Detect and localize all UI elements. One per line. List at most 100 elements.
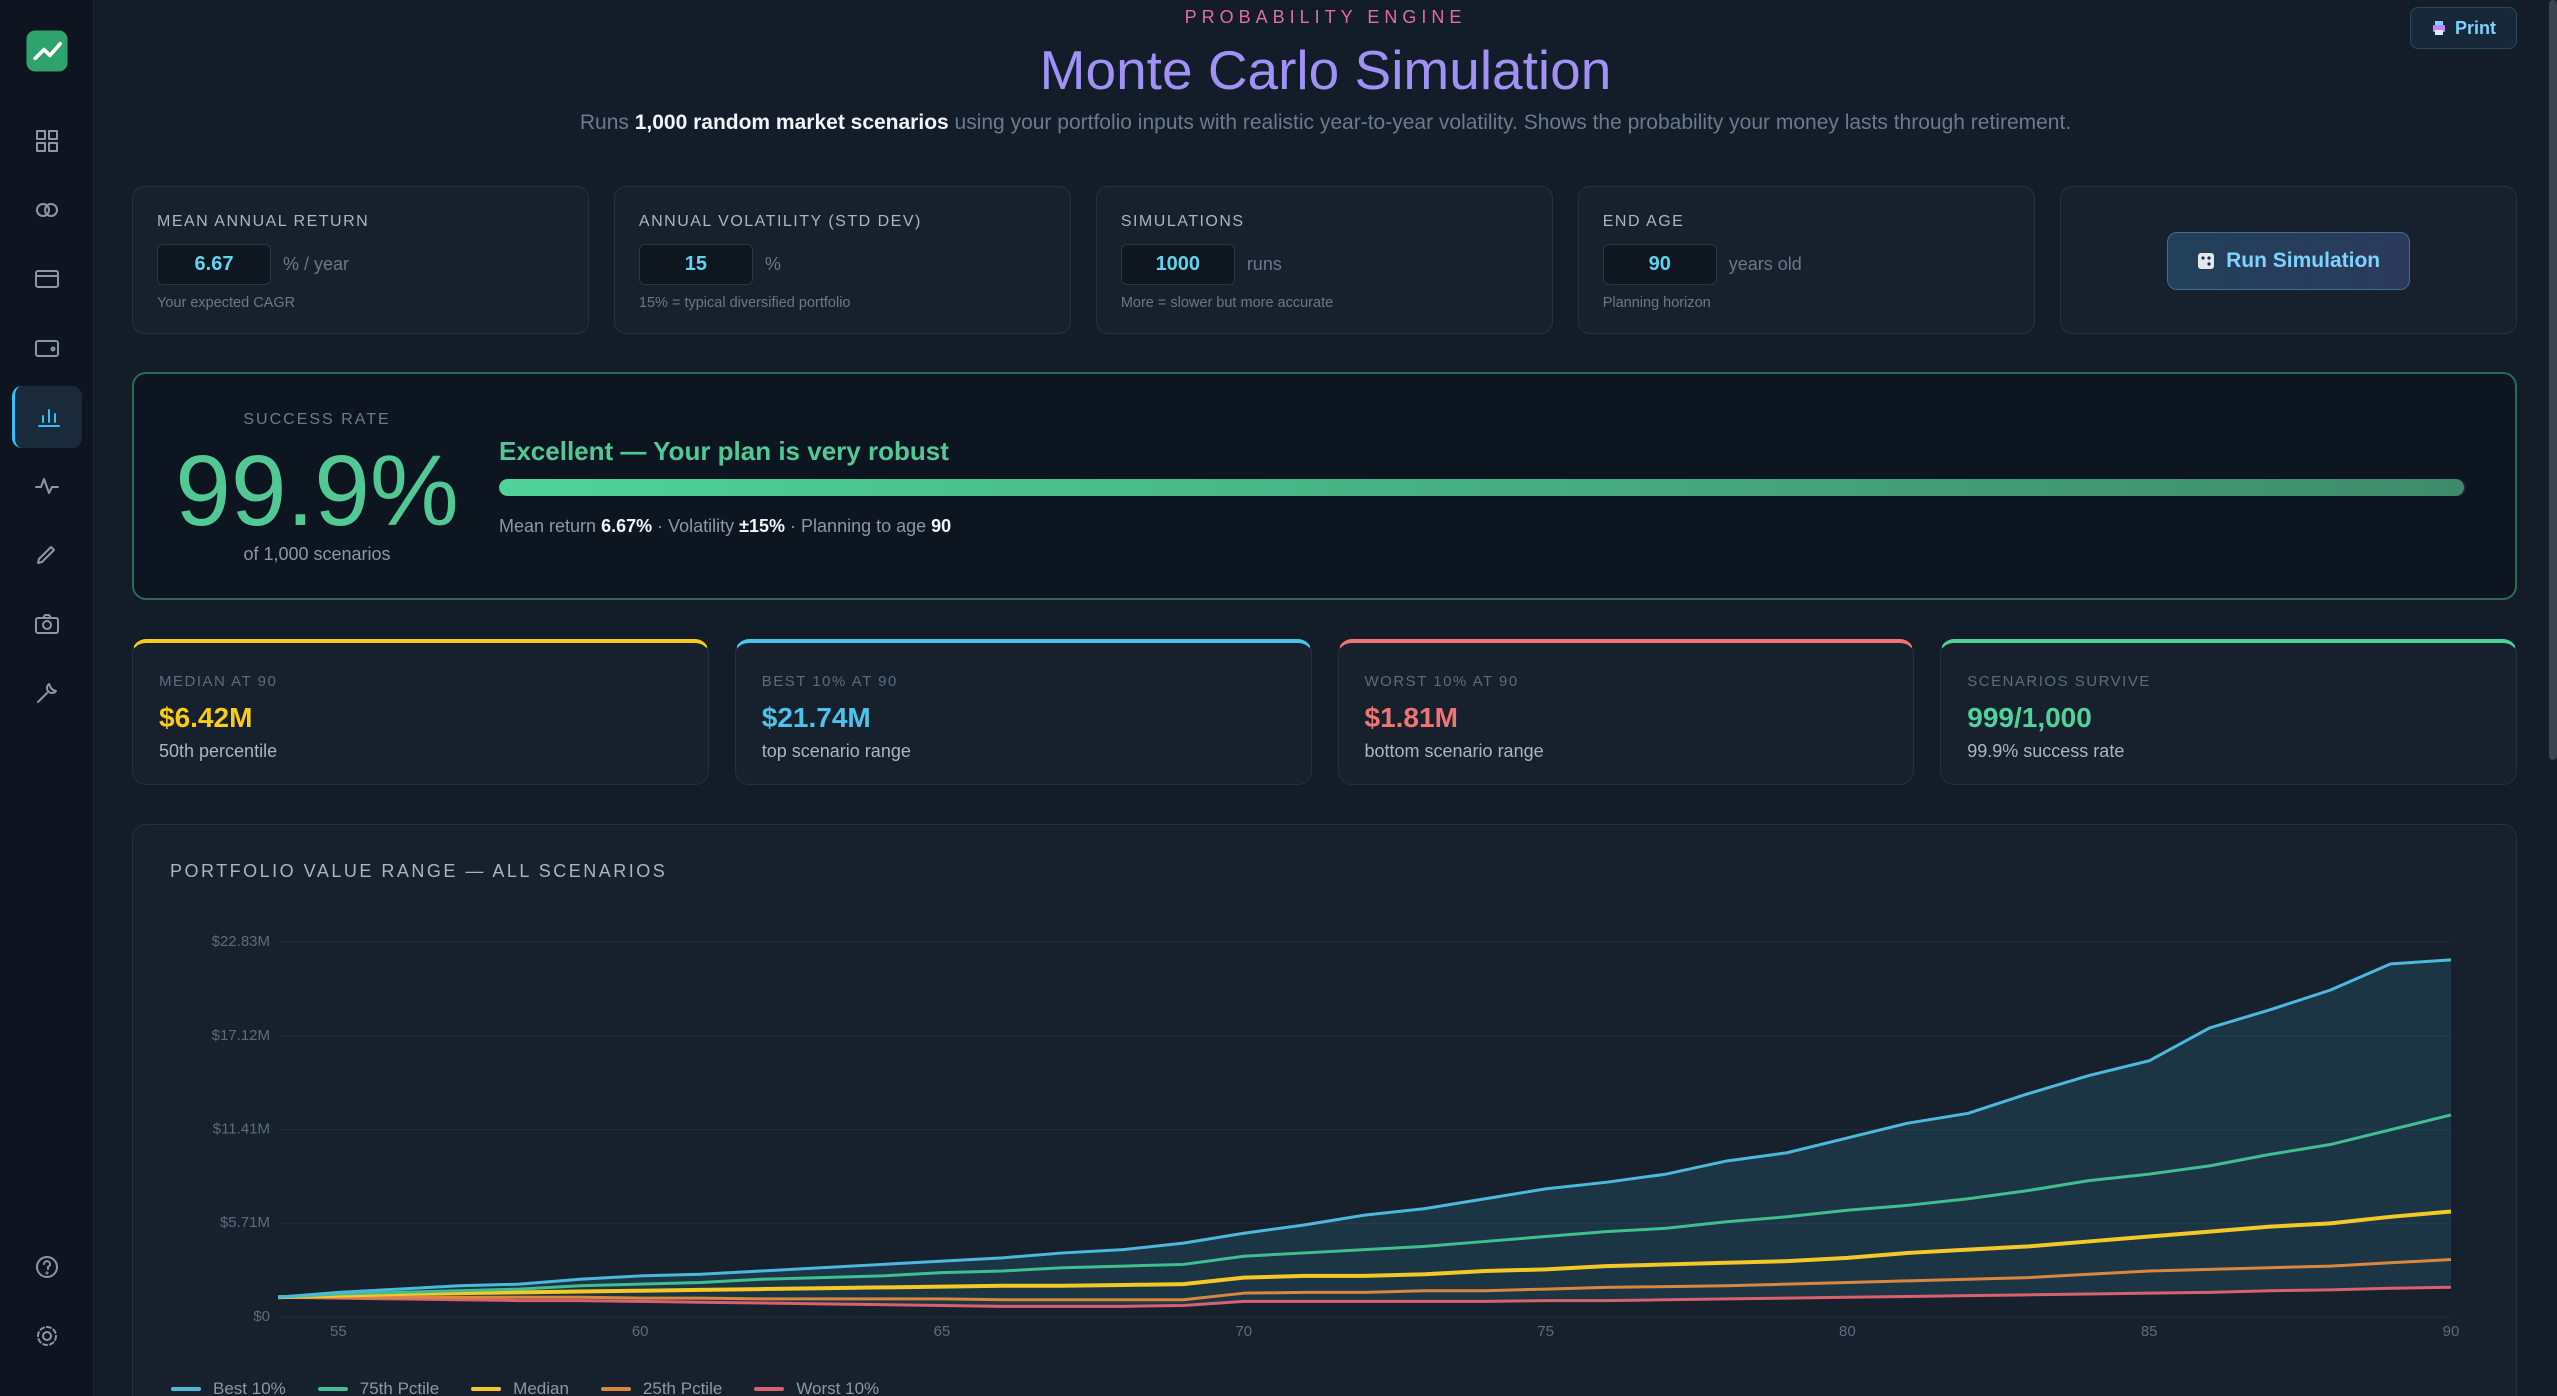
subtitle-text: using your portfolio inputs with realist…: [948, 111, 2072, 134]
legend-swatch: [171, 1387, 201, 1391]
logo[interactable]: [12, 20, 82, 82]
run-label: Run Simulation: [2226, 249, 2381, 272]
subtitle-bold: 1,000 random market scenarios: [634, 111, 949, 134]
y-tick-label: $0: [253, 1308, 270, 1325]
input-card: MEAN ANNUAL RETURN 6.67 % / year Your expec…: [132, 186, 590, 334]
input-field[interactable]: 1000: [1120, 244, 1235, 285]
stat-card: BEST 10% AT 90 $21.74M top scenario range: [734, 639, 1312, 785]
nav-simulation[interactable]: [12, 386, 82, 448]
legend-label: 75th Pctile: [359, 1379, 440, 1396]
stat-card: WORST 10% AT 90 $1.81M bottom scenario ran…: [1337, 639, 1915, 785]
chart: $0 $5.71M $11.41M $17.12M $22.83M 55 60 65 70 75 8…: [212, 933, 2460, 1340]
input-label: ANNUAL VOLATILITY (STD DEV): [638, 213, 922, 230]
stat-label: WORST 10% AT 90: [1364, 673, 1519, 690]
input-card: ANNUAL VOLATILITY (STD DEV) 15% 15% = typi…: [613, 186, 1072, 334]
scrollbar: [2549, 0, 2557, 760]
nav-tools[interactable]: [12, 523, 82, 585]
meta-part: · Volatility: [652, 516, 740, 536]
series-line: [278, 1258, 2452, 1302]
series-line: [277, 1113, 2452, 1299]
success-rate: 99.9%: [175, 435, 459, 547]
subtitle-text: Runs: [579, 111, 635, 134]
legend-swatch: [754, 1387, 785, 1391]
x-tick-label: 80: [1839, 1323, 1856, 1340]
x-tick-label: 55: [330, 1323, 347, 1340]
x-tick-label: 60: [632, 1323, 649, 1340]
input-hint: 15% = typical diversified portfolio: [638, 295, 851, 311]
input-label: SIMULATIONS: [1120, 213, 1245, 230]
input-unit: % / year: [283, 254, 350, 274]
page-title: Monte Carlo Simulation: [1039, 39, 1612, 101]
success-label: SUCCESS RATE: [243, 411, 391, 428]
stat-label: BEST 10% AT 90: [761, 673, 898, 690]
stat-label: MEDIAN AT 90: [159, 673, 278, 690]
meta-part: 90: [931, 516, 952, 536]
stat-value: $1.81M: [1364, 702, 1458, 733]
nav-help[interactable]: [12, 1236, 82, 1298]
nav-coins[interactable]: [12, 179, 82, 241]
legend-item[interactable]: 25th Pctile: [600, 1379, 723, 1396]
legend-item[interactable]: Median: [471, 1379, 569, 1396]
y-tick-label: $17.12M: [212, 1027, 270, 1044]
y-tick-label: $11.41M: [213, 1121, 270, 1138]
input-card: SIMULATIONS 1000 runs More = slower but mor…: [1095, 186, 1554, 334]
legend: Best 10% 75th Pctile Median 25th Pctile Wors…: [171, 1379, 879, 1396]
stat-card: MEDIAN AT 90 $6.42M 50th percentile: [132, 639, 709, 785]
progress-fill: [499, 479, 2465, 496]
input-hint: Your expected CAGR: [157, 295, 296, 311]
input-unit: runs: [1246, 254, 1282, 274]
range-area: [278, 959, 2451, 1307]
nav-camera[interactable]: [12, 593, 82, 655]
input-hint: Planning horizon: [1602, 295, 1711, 311]
nav-wallet[interactable]: [12, 317, 82, 379]
legend-item[interactable]: Worst 10%: [754, 1379, 879, 1396]
nav-cards[interactable]: [12, 248, 82, 310]
x-tick-label: 90: [2443, 1323, 2460, 1340]
series-line: [277, 1209, 2452, 1300]
meta-part: ±15%: [739, 516, 786, 536]
stat-card: SCENARIOS SURVIVE 999/1,000 99.9% success …: [1940, 639, 2517, 785]
stat-label: SCENARIOS SURVIVE: [1967, 673, 2151, 690]
nav-wrench[interactable]: [12, 662, 82, 724]
meta-line: Mean return 6.67% · Volatility ±15% · Pl…: [499, 516, 951, 537]
series-line: [277, 1285, 2452, 1308]
print-button[interactable]: Print: [2410, 7, 2517, 49]
stat-sub: top scenario range: [761, 741, 911, 761]
input-field[interactable]: 90: [1602, 244, 1717, 285]
y-tick-label: $5.71M: [220, 1214, 270, 1231]
legend-swatch: [471, 1387, 502, 1391]
stat-value: 999/1,000: [1967, 702, 2092, 733]
nav-activity[interactable]: [12, 455, 82, 517]
success-panel: SUCCESS RATE 99.9% of 1,000 scenarios Ex…: [132, 372, 2517, 600]
y-tick-label: $22.83M: [212, 933, 270, 950]
input-card: END AGE 90 years old Planning horizon: [1577, 186, 2036, 334]
stat-value: $21.74M: [761, 702, 871, 733]
nav-settings[interactable]: [12, 1305, 82, 1367]
meta-part: Mean return: [499, 516, 602, 536]
input-field[interactable]: 6.67: [157, 244, 271, 285]
x-tick-label: 65: [934, 1323, 951, 1340]
stat-sub: 99.9% success rate: [1967, 741, 2125, 761]
progress-track: [499, 479, 2466, 496]
scenario-count: of 1,000 scenarios: [243, 544, 391, 564]
legend-item[interactable]: Best 10%: [171, 1379, 286, 1396]
run-button[interactable]: Run Simulation: [2166, 232, 2410, 290]
input-label: MEAN ANNUAL RETURN: [157, 213, 370, 230]
print-icon: [2432, 21, 2445, 35]
x-tick-label: 85: [2141, 1323, 2158, 1340]
nav-dashboard[interactable]: [12, 110, 82, 172]
legend-label: 25th Pctile: [642, 1379, 723, 1396]
chart-title: PORTFOLIO VALUE RANGE — ALL SCENARIOS: [170, 861, 668, 881]
sidebar: [0, 0, 94, 1396]
input-unit: years old: [1728, 254, 1802, 274]
input-unit: %: [764, 254, 781, 274]
input-field[interactable]: 15: [638, 244, 753, 285]
dice-icon: [2198, 253, 2215, 269]
run-card: Run Simulation: [2059, 186, 2518, 334]
eyebrow: PROBABILITY ENGINE: [1184, 7, 1467, 27]
legend-item[interactable]: 75th Pctile: [317, 1379, 440, 1396]
stats-row: MEDIAN AT 90 $6.42M 50th percentile BEST 10…: [132, 639, 2517, 785]
legend-swatch: [600, 1387, 631, 1391]
stat-sub: 50th percentile: [159, 741, 278, 761]
